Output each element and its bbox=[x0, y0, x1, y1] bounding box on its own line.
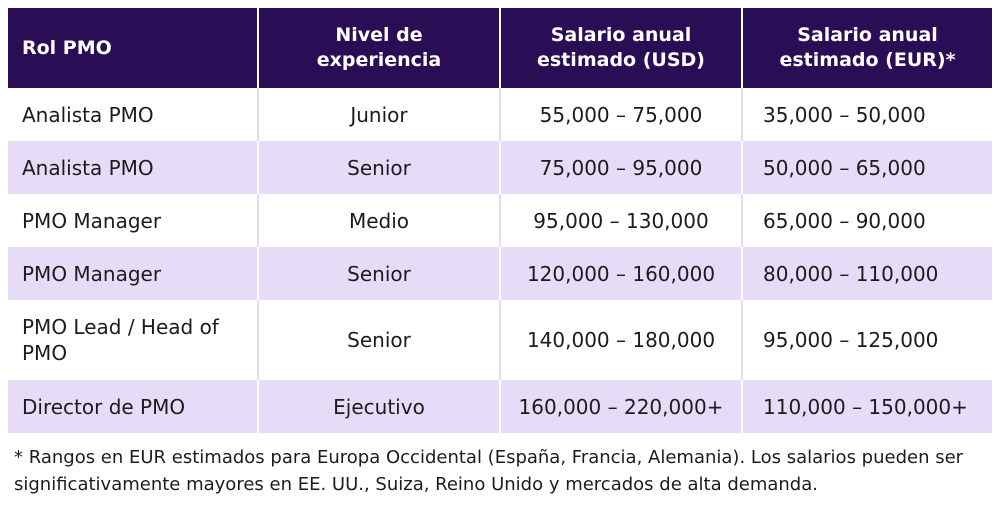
cell-eur: 110,000 – 150,000+ bbox=[742, 380, 992, 433]
cell-level: Medio bbox=[258, 194, 501, 247]
cell-level: Senior bbox=[258, 247, 501, 300]
cell-role: Analista PMO bbox=[8, 88, 259, 141]
cell-usd: 55,000 – 75,000 bbox=[500, 88, 743, 141]
table-row: PMO Manager Medio 95,000 – 130,000 65,00… bbox=[8, 194, 992, 247]
cell-usd: 95,000 – 130,000 bbox=[500, 194, 743, 247]
cell-level: Ejecutivo bbox=[258, 380, 501, 433]
cell-level: Senior bbox=[258, 141, 501, 194]
header-level: Nivel de experiencia bbox=[258, 8, 501, 88]
cell-level: Junior bbox=[258, 88, 501, 141]
table-header-row: Rol PMO Nivel de experiencia Salario anu… bbox=[8, 8, 992, 88]
cell-role: Analista PMO bbox=[8, 141, 259, 194]
cell-usd: 160,000 – 220,000+ bbox=[500, 380, 743, 433]
footnote: * Rangos en EUR estimados para Europa Oc… bbox=[14, 447, 964, 495]
table-row: Analista PMO Junior 55,000 – 75,000 35,0… bbox=[8, 88, 992, 141]
cell-eur: 80,000 – 110,000 bbox=[742, 247, 992, 300]
table-row: Director de PMO Ejecutivo 160,000 – 220,… bbox=[8, 380, 992, 433]
cell-usd: 120,000 – 160,000 bbox=[500, 247, 743, 300]
cell-role: PMO Lead / Head of PMO bbox=[8, 300, 259, 380]
cell-role: Director de PMO bbox=[8, 380, 259, 433]
cell-usd: 140,000 – 180,000 bbox=[500, 300, 743, 380]
table-row: Analista PMO Senior 75,000 – 95,000 50,0… bbox=[8, 141, 992, 194]
table-row: PMO Lead / Head of PMO Senior 140,000 – … bbox=[8, 300, 992, 380]
cell-role: PMO Manager bbox=[8, 247, 259, 300]
salary-table-container: Rol PMO Nivel de experiencia Salario anu… bbox=[8, 8, 992, 433]
cell-eur: 95,000 – 125,000 bbox=[742, 300, 992, 380]
cell-eur: 35,000 – 50,000 bbox=[742, 88, 992, 141]
cell-eur: 50,000 – 65,000 bbox=[742, 141, 992, 194]
cell-level: Senior bbox=[258, 300, 501, 380]
table-row: PMO Manager Senior 120,000 – 160,000 80,… bbox=[8, 247, 992, 300]
header-salary-usd: Salario anual estimado (USD) bbox=[500, 8, 743, 88]
cell-role: PMO Manager bbox=[8, 194, 259, 247]
salary-table: Rol PMO Nivel de experiencia Salario anu… bbox=[8, 8, 992, 433]
cell-eur: 65,000 – 90,000 bbox=[742, 194, 992, 247]
header-role: Rol PMO bbox=[8, 8, 259, 88]
header-salary-eur: Salario anual estimado (EUR)* bbox=[742, 8, 992, 88]
cell-usd: 75,000 – 95,000 bbox=[500, 141, 743, 194]
